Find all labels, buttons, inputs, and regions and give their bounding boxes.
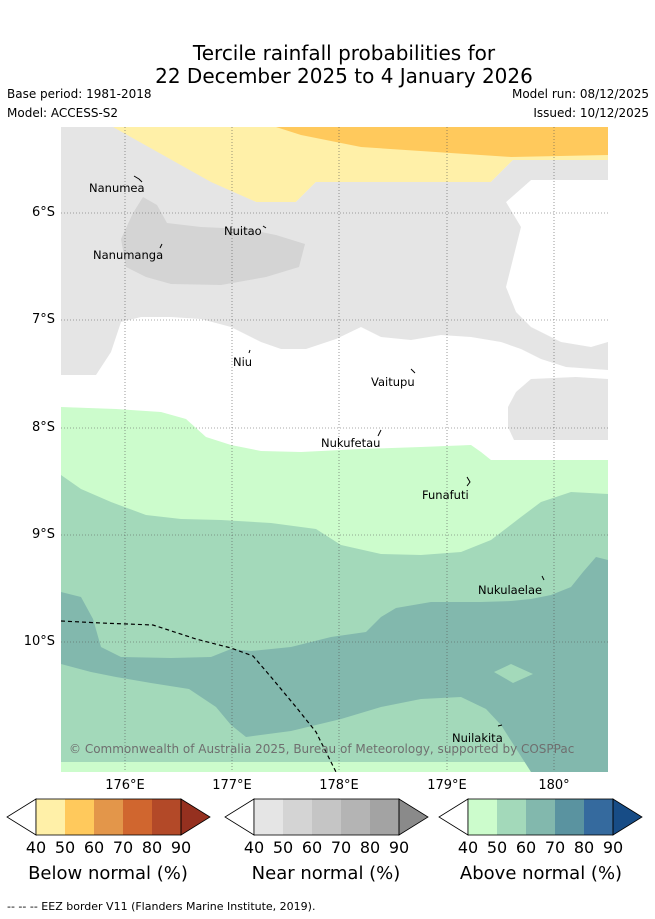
colorbar-near-tick-60: 60	[301, 838, 323, 857]
eez-legend-note: -- -- -- EEZ border V11 (Flanders Marine…	[7, 900, 316, 913]
colorbar-near-extend-high	[398, 798, 429, 836]
vaitupu-island	[410, 368, 416, 374]
lat-label-9s: 9°S	[31, 527, 55, 542]
colorbar-above-segment-80	[584, 799, 613, 835]
rainfall-probability-map	[61, 127, 608, 772]
colorbar-above-segment-70	[555, 799, 584, 835]
colorbar-below-normal	[6, 798, 211, 836]
near-normal-40-region-main	[61, 127, 608, 375]
colorbar-below-segment-40	[36, 799, 65, 835]
colorbar-near-extend-low	[224, 798, 255, 836]
nanumanga-island	[159, 243, 163, 249]
above-normal-60-region	[61, 557, 608, 772]
funafuti-island	[466, 476, 471, 487]
lat-label-7s: 7°S	[31, 312, 55, 327]
colorbar-above-tick-80: 80	[573, 838, 595, 857]
colorbar-below-segment-50	[65, 799, 94, 835]
colorbar-below-outline	[35, 798, 182, 836]
place-label-vaitupu: Vaitupu	[371, 375, 415, 389]
colorbar-near-segment-50	[283, 799, 312, 835]
colorbar-below-tick-90: 90	[170, 838, 192, 857]
lon-label-180: 180°	[538, 778, 570, 793]
colorbar-below-segment-70	[123, 799, 152, 835]
place-label-nuilakita: Nuilakita	[452, 731, 503, 745]
lon-label-179e: 179°E	[427, 778, 467, 793]
place-label-nukulaelae: Nukulaelae	[478, 583, 543, 597]
colorbar-below-tick-80: 80	[141, 838, 163, 857]
nukulaelae-island	[541, 575, 545, 581]
colorbar-above-tick-40: 40	[457, 838, 479, 857]
lat-label-8s: 8°S	[31, 420, 55, 435]
nanumea-island	[133, 175, 143, 183]
colorbar-above-extend-high	[612, 798, 643, 836]
colorbar-near-segment-60	[312, 799, 341, 835]
above-normal-60-patch	[494, 664, 533, 683]
graticule	[61, 127, 608, 772]
colorbar-above-outline	[467, 798, 614, 836]
nuitao-island	[262, 225, 267, 229]
colorbar-above-tick-70: 70	[544, 838, 566, 857]
lon-label-178e: 178°E	[319, 778, 359, 793]
colorbar-title-below: Below normal (%)	[28, 863, 188, 884]
colorbar-above-extend-low	[438, 798, 469, 836]
colorbar-below-extend-high	[180, 798, 211, 836]
place-label-nukufetau: Nukufetau	[321, 436, 381, 450]
colorbar-near-tick-70: 70	[330, 838, 352, 857]
colorbar-above-tick-90: 90	[602, 838, 624, 857]
copyright-notice: © Commonwealth of Australia 2025, Bureau…	[69, 742, 575, 756]
colorbar-title-above: Above normal (%)	[459, 863, 623, 884]
colorbar-near-tick-40: 40	[243, 838, 265, 857]
lon-label-177e: 177°E	[212, 778, 252, 793]
colorbar-near-segment-70	[341, 799, 370, 835]
colorbar-above-tick-50: 50	[486, 838, 508, 857]
map-title-line2: 22 December 2025 to 4 January 2026	[155, 64, 533, 88]
nukufetau-island	[377, 429, 382, 437]
place-label-nuitao: Nuitao	[224, 224, 262, 238]
colorbar-above-segment-40	[468, 799, 497, 835]
colorbar-near-segment-80	[370, 799, 399, 835]
colorbar-below-tick-60: 60	[83, 838, 105, 857]
colorbar-near-normal	[224, 798, 429, 836]
colorbar-below-segment-60	[94, 799, 123, 835]
model-name: Model: ACCESS-S2	[7, 106, 119, 120]
colorbar-below-segment-80	[152, 799, 181, 835]
nuilakita-island	[497, 724, 503, 727]
place-label-nanumanga: Nanumanga	[93, 248, 164, 262]
map-title-line1: Tercile rainfall probabilities for	[192, 41, 496, 65]
issued-date: Issued: 10/12/2025	[533, 106, 649, 120]
colorbar-near-outline	[253, 798, 400, 836]
model-run: Model run: 08/12/2025	[511, 87, 649, 101]
colorbar-near-tick-90: 90	[388, 838, 410, 857]
lon-label-176e: 176°E	[105, 778, 145, 793]
niu-island	[248, 349, 251, 354]
place-label-niu: Niu	[233, 355, 253, 369]
colorbar-legend	[6, 798, 643, 836]
colorbar-near-tick-80: 80	[359, 838, 381, 857]
colorbar-above-normal	[438, 798, 643, 836]
place-label-funafuti: Funafuti	[422, 488, 469, 502]
colorbar-below-tick-40: 40	[25, 838, 47, 857]
near-normal-40-region-east	[508, 377, 608, 440]
lat-label-10s: 10°S	[23, 634, 55, 649]
colorbar-above-segment-50	[497, 799, 526, 835]
islands	[133, 175, 545, 727]
colorbar-below-tick-50: 50	[54, 838, 76, 857]
colorbar-near-segment-40	[254, 799, 283, 835]
colorbar-title-near: Near normal (%)	[251, 863, 401, 884]
place-label-nanumea: Nanumea	[89, 181, 145, 195]
colorbar-below-tick-70: 70	[112, 838, 134, 857]
colorbar-above-segment-60	[526, 799, 555, 835]
colorbar-above-tick-60: 60	[515, 838, 537, 857]
colorbar-below-extend-low	[6, 798, 37, 836]
near-normal-50-region	[121, 197, 305, 285]
eez-border-line	[61, 620, 337, 772]
base-period: Base period: 1981-2018	[7, 87, 152, 101]
colorbar-near-tick-50: 50	[272, 838, 294, 857]
below-normal-50-region	[276, 127, 608, 157]
lat-label-6s: 6°S	[31, 205, 55, 220]
